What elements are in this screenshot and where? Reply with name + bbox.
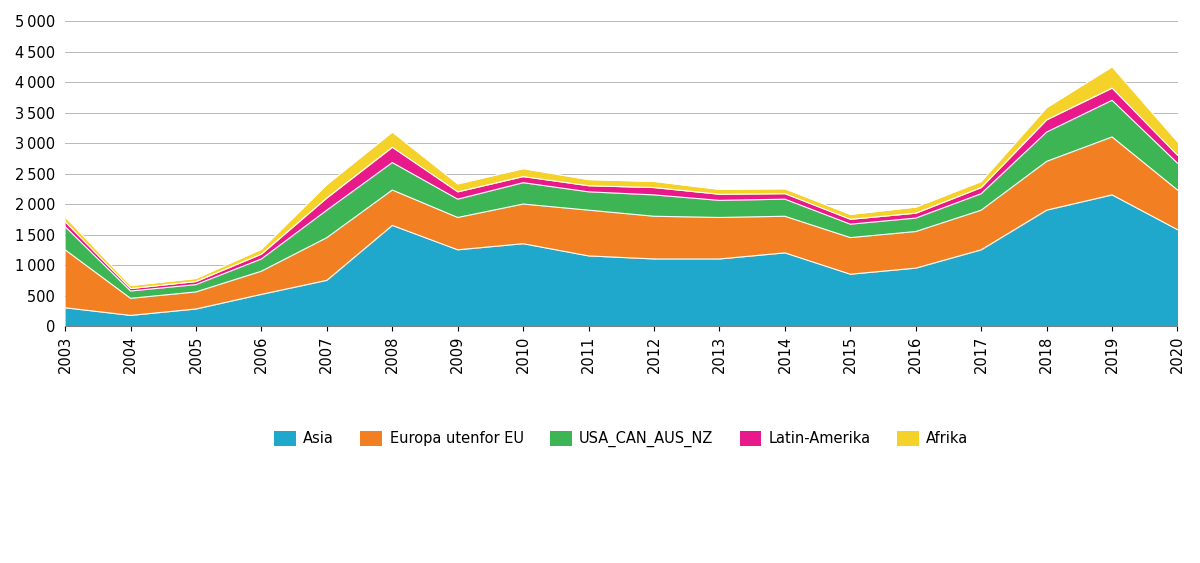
Legend: Asia, Europa utenfor EU, USA_CAN_AUS_NZ, Latin-Amerika, Afrika: Asia, Europa utenfor EU, USA_CAN_AUS_NZ,… <box>269 425 974 453</box>
